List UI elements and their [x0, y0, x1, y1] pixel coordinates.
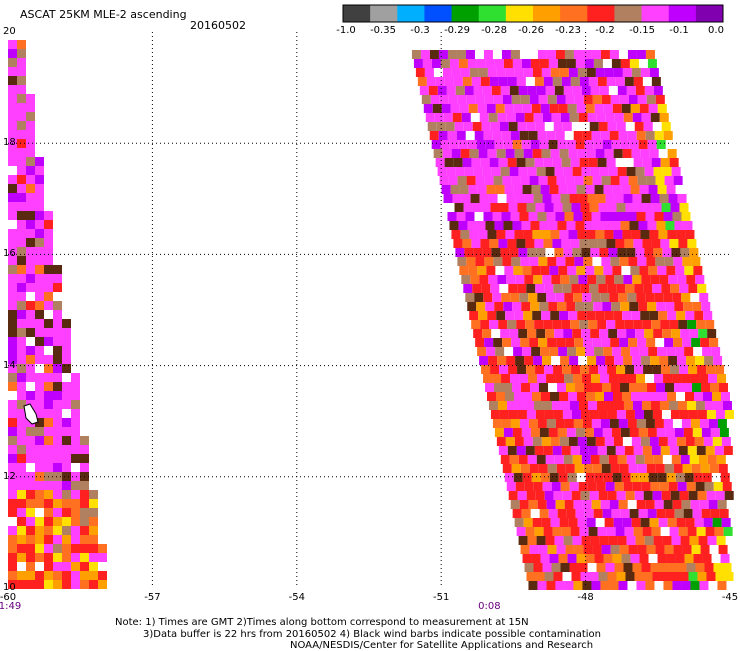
- scatterometer-cells: [8, 40, 734, 590]
- colorbar-swatch: [451, 5, 480, 22]
- colorbar-swatch: [614, 5, 643, 22]
- y-tick-label: 16: [3, 248, 16, 260]
- colorbar-label: -0.35: [370, 25, 396, 36]
- x-tick-label: -48: [577, 592, 594, 603]
- colorbar-label: -0.2: [595, 25, 615, 36]
- footer-note-2: 3)Data buffer is 22 hrs from 20160502 4)…: [143, 629, 601, 640]
- colorbar-label: -0.1: [669, 25, 689, 36]
- footer-note-1: Note: 1) Times are GMT 2)Times along bot…: [115, 617, 529, 628]
- x-tick-label: -51: [433, 592, 450, 603]
- x-tick-label: -45: [721, 592, 739, 603]
- y-tick-label: 18: [3, 137, 16, 149]
- time-label: 0:08: [478, 601, 501, 612]
- colorbar-label: -0.3: [410, 25, 430, 36]
- x-tick-label: -57: [144, 592, 161, 603]
- lat-lon-grid: [8, 32, 730, 588]
- y-tick-label: 20: [3, 26, 16, 37]
- colorbar-label: -0.15: [629, 25, 655, 36]
- colorbar-swatch: [370, 5, 398, 22]
- colorbar-swatch: [587, 5, 615, 22]
- x-tick-label: -54: [288, 592, 305, 603]
- colorbar-swatch: [641, 5, 670, 22]
- colorbar: [342, 4, 724, 23]
- colorbar-label: -1.0: [336, 25, 356, 36]
- colorbar-swatch: [343, 5, 371, 22]
- colorbar-swatch: [397, 5, 425, 22]
- colorbar-swatch: [478, 5, 507, 22]
- colorbar-label: -0.28: [481, 25, 507, 36]
- colorbar-label: -0.26: [518, 25, 544, 36]
- colorbar-swatch: [668, 5, 697, 22]
- colorbar-label: 0.0: [708, 25, 724, 36]
- colorbar-label: -0.23: [555, 25, 581, 36]
- wind-map: [8, 32, 734, 590]
- footer-credit: NOAA/NESDIS/Center for Satellite Applica…: [290, 640, 594, 651]
- island-outline: [23, 403, 39, 425]
- colorbar-swatch: [695, 5, 724, 22]
- colorbar-label: -0.29: [444, 25, 470, 36]
- colorbar-swatch: [424, 5, 453, 22]
- y-tick-label: 10: [3, 582, 16, 593]
- map-date: 20160502: [190, 19, 246, 32]
- colorbar-swatch: [533, 5, 561, 22]
- time-label: 1:49: [0, 601, 22, 612]
- x-tick-label: -60: [0, 592, 17, 603]
- colorbar-swatch: [505, 5, 534, 22]
- map-title: ASCAT 25KM MLE-2 ascending: [20, 8, 187, 21]
- y-tick-label: 12: [3, 470, 16, 482]
- colorbar-swatch: [560, 5, 588, 22]
- y-tick-label: 14: [3, 359, 16, 371]
